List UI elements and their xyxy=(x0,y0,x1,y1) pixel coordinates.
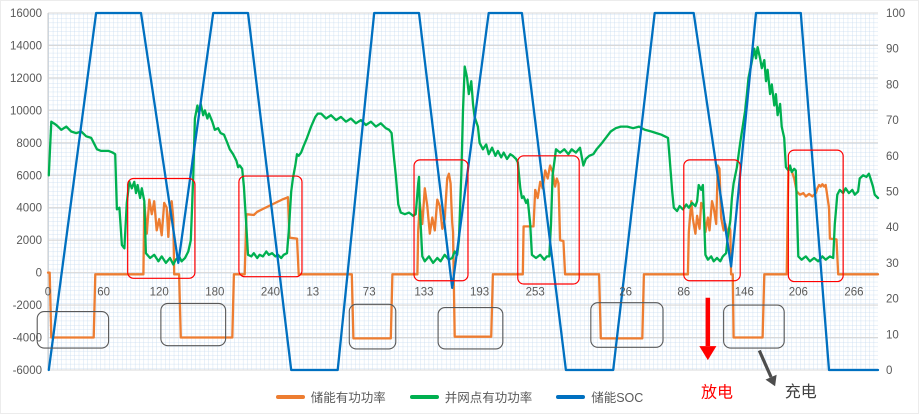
x-axis-tick-label: 120 xyxy=(150,287,169,299)
left-axis-tick-label: 6000 xyxy=(16,170,42,182)
x-axis-tick-label: 146 xyxy=(735,287,754,299)
chart-legend: 储能有功功率 并网点有功功率 储能SOC xyxy=(1,387,918,406)
charge-label: 充电 xyxy=(785,383,817,401)
legend-label-soc: 储能SOC xyxy=(591,391,644,405)
x-axis-tick-label: 206 xyxy=(789,287,808,299)
right-axis-tick-label: 100 xyxy=(886,8,905,20)
legend-label-storage-power: 储能有功功率 xyxy=(310,391,386,405)
right-axis-tick-label: 30 xyxy=(886,258,899,270)
x-axis-tick-label: 73 xyxy=(363,287,376,299)
soc-line[interactable] xyxy=(47,11,880,372)
discharge-highlight-box[interactable] xyxy=(127,177,196,279)
left-axis-tick-label: -6000 xyxy=(13,365,42,377)
right-axis-tick-label: 40 xyxy=(886,222,899,234)
left-axis-tick-label: -2000 xyxy=(13,300,42,312)
legend-item-soc[interactable]: 储能SOC xyxy=(556,387,643,406)
x-axis-tick-label: 26 xyxy=(619,287,632,299)
legend-item-grid-power[interactable]: 并网点有功功率 xyxy=(409,387,533,406)
x-axis-tick-label: 240 xyxy=(261,287,280,299)
x-axis-tick-label: 253 xyxy=(526,287,545,299)
left-axis-tick-label: 12000 xyxy=(10,73,42,85)
charge-highlight-box[interactable] xyxy=(723,304,785,349)
left-axis-tick-label: 2000 xyxy=(16,235,42,247)
storage-power-line[interactable] xyxy=(46,164,880,340)
right-axis-tick-label: 60 xyxy=(886,151,899,163)
right-axis-tick-label: 0 xyxy=(886,365,892,377)
x-axis-tick-label: 133 xyxy=(414,287,433,299)
charge-highlight-box[interactable] xyxy=(437,306,504,350)
left-axis-tick-label: -4000 xyxy=(13,333,42,345)
x-axis-tick-label: 266 xyxy=(844,287,863,299)
left-axis-tick-label: 0 xyxy=(36,268,42,280)
right-axis-tick-label: 20 xyxy=(886,294,899,306)
charge-highlight-box[interactable] xyxy=(36,311,110,349)
legend-item-storage-power[interactable]: 储能有功功率 xyxy=(275,387,386,406)
discharge-label: 放电 xyxy=(701,384,733,402)
right-axis-tick-label: 80 xyxy=(886,79,899,91)
right-axis-tick-label: 10 xyxy=(886,329,899,341)
right-axis-tick-label: 70 xyxy=(886,115,899,127)
x-axis-tick-label: 0 xyxy=(45,287,51,299)
right-axis-tick-label: 50 xyxy=(886,187,899,199)
legend-swatch-soc-icon xyxy=(556,394,586,399)
legend-label-grid-power: 并网点有功功率 xyxy=(444,391,533,405)
minor-gridlines xyxy=(48,13,878,370)
discharge-highlight-box[interactable] xyxy=(413,159,469,282)
charge-arrow[interactable] xyxy=(757,349,777,387)
x-axis-tick-label: 193 xyxy=(470,287,489,299)
discharge-arrow[interactable] xyxy=(699,297,717,361)
discharge-highlight-box[interactable] xyxy=(517,155,580,285)
left-axis-tick-label: 4000 xyxy=(16,203,42,215)
discharge-highlight-box[interactable] xyxy=(238,175,303,278)
x-axis-tick-label: 13 xyxy=(306,287,319,299)
x-axis-tick-label: 180 xyxy=(205,287,224,299)
x-axis-tick-label: 60 xyxy=(97,287,110,299)
discharge-highlight-box[interactable] xyxy=(683,159,741,282)
left-axis-tick-label: 14000 xyxy=(10,40,42,52)
right-axis-tick-label: 90 xyxy=(886,44,899,56)
discharge-highlight-box[interactable] xyxy=(787,149,844,283)
left-axis-tick-label: 10000 xyxy=(10,105,42,117)
charge-highlight-box[interactable] xyxy=(160,302,227,347)
left-axis-tick-label: 16000 xyxy=(10,8,42,20)
legend-swatch-grid-power-icon xyxy=(409,394,439,399)
charge-highlight-box[interactable] xyxy=(348,303,397,350)
charge-highlight-box[interactable] xyxy=(590,302,664,348)
x-axis-tick-label: 86 xyxy=(677,287,690,299)
legend-swatch-storage-power-icon xyxy=(275,394,305,399)
left-axis-tick-label: 8000 xyxy=(16,138,42,150)
